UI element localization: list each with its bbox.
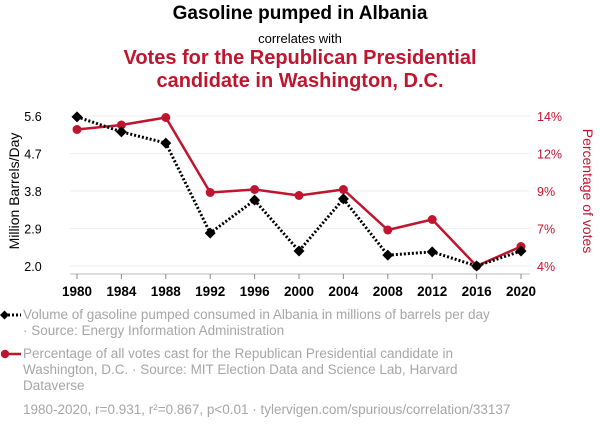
chart-connector-text: correlates with [258,31,342,46]
votes-point [383,225,393,235]
gasoline-point [160,137,172,149]
legend-gasoline-line2: · Source: Energy Information Administrat… [23,323,285,338]
chart-title: Gasoline pumped in Albania [172,3,428,24]
y-right-tick-label: 7% [537,223,555,237]
gasoline-point [115,126,127,138]
x-tick-label: 2004 [328,284,359,299]
legend-votes-line3: Dataverse [23,378,85,393]
y-left-tick-label: 4.7 [24,148,41,162]
legend-swatch-votes [0,349,21,359]
y-left-tick-label: 5.6 [24,110,41,124]
gridlines [70,115,530,267]
legend: Volume of gasoline pumped consumed in Al… [0,307,600,394]
gasoline-point [204,227,216,239]
votes-point [338,185,348,194]
chart-subtitle: Votes for the Republican Presidential ca… [0,47,600,93]
x-tick-label: 1996 [240,284,271,299]
y-right-tick-label: 9% [537,185,555,199]
gasoline-point [337,193,349,205]
x-tick-label: 2008 [373,284,404,299]
x-tick-label: 2000 [284,284,314,299]
legend-votes-line1: Percentage of all votes cast for the Rep… [23,346,454,361]
gasoline-point [249,194,261,206]
legend-swatch-gasoline [0,310,21,320]
y-right-tick-label: 14% [537,110,562,124]
x-tick-label: 2020 [506,284,536,299]
legend-item-gasoline: Volume of gasoline pumped consumed in Al… [0,307,600,339]
legend-item-votes: Percentage of all votes cast for the Rep… [0,346,600,394]
votes-point [72,125,82,134]
y-left-tick-label: 3.8 [24,185,41,199]
gasoline-point [382,249,394,261]
y-right-tick-label: 4% [537,260,555,274]
y-left-tick-label: 2.9 [24,223,41,237]
votes-point [161,113,171,122]
x-tick-label: 2012 [417,284,447,299]
x-tick-label: 2016 [462,284,493,299]
x-axis-ticks: 1980 1984 1988 1992 1996 2000 2004 2008 2012 2016… [62,274,536,299]
y-left-tick-label: 2.0 [24,260,41,274]
votes-point [294,191,304,200]
y-axis-right-label: Percentage of votes [580,129,596,254]
votes-point [116,120,126,130]
x-tick-label: 1980 [62,284,92,299]
y-right-tick-label: 12% [537,148,562,162]
votes-point [205,188,215,197]
y-axis-left-ticks: 2.0 2.9 3.8 4.7 5.6 [24,110,41,274]
x-tick-label: 1988 [151,284,182,299]
legend-gasoline-line1: Volume of gasoline pumped consumed in Al… [23,307,490,322]
gasoline-line [76,115,522,268]
y-axis-left-label: Million Barrels/Day [6,133,22,250]
footer-stats: 1980-2020, r=0.931, r²=0.867, p<0.01 · t… [23,402,511,417]
chart-subtitle-line2: candidate in Washington, D.C. [156,70,444,92]
votes-point [427,215,437,224]
gasoline-point [426,246,438,258]
legend-votes-line2: Washington, D.C. · Source: MIT Election … [23,362,458,377]
x-tick-label: 1984 [106,284,137,299]
gasoline-point [515,245,527,257]
x-tick-label: 1992 [195,284,225,299]
series-gasoline [71,111,527,272]
gasoline-point [293,245,305,257]
line-chart: 1980 1984 1988 1992 1996 2000 2004 2008 2012 2016… [6,110,596,299]
gasoline-point [471,260,483,272]
diamond-marker-icon [0,310,9,320]
gasoline-point [71,111,83,123]
y-axis-right-ticks: 4% 7% 9% 12% 14% [537,110,562,274]
votes-point [250,185,260,194]
circle-marker-icon [0,349,10,359]
chart-subtitle-line1: Votes for the Republican Presidential [123,47,477,69]
